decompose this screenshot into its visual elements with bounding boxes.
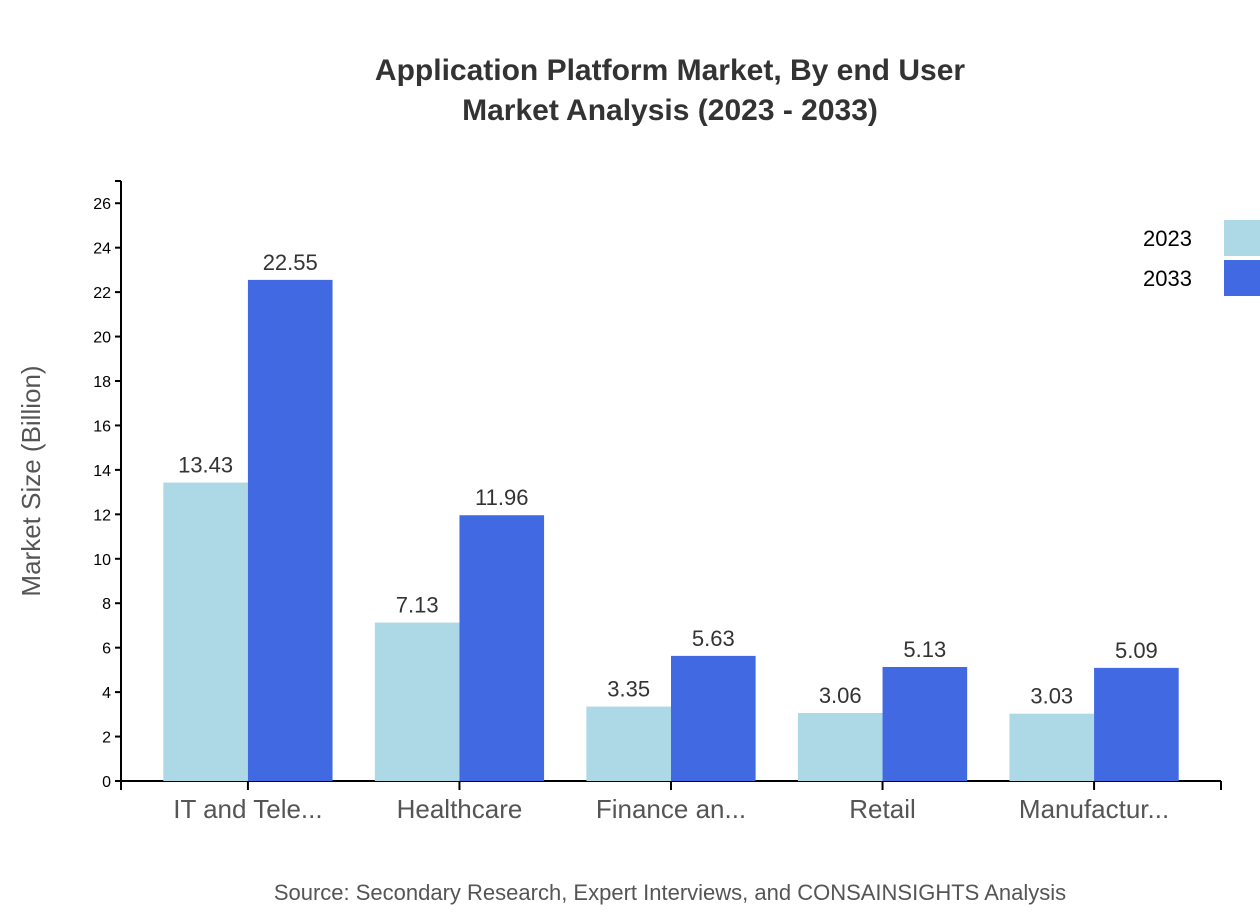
bar-value-label: 5.13 [903,637,946,662]
bar-2033-0 [247,279,333,781]
bar-value-label: 11.96 [475,485,528,510]
bar-2033-1 [459,515,545,781]
bar-2023-1 [374,622,460,781]
bar-value-label: 7.13 [396,593,439,618]
legend: 2023 2033 [1143,220,1260,296]
y-tick-label: 20 [93,330,111,347]
legend-item: 2033 [1143,260,1260,296]
bar-2023-0 [163,482,248,781]
y-tick: 10 [93,552,121,569]
legend-label: 2033 [1143,266,1192,291]
y-tick: 24 [93,241,121,258]
y-tick-label: 10 [93,552,111,569]
y-tick-label: 18 [93,374,111,391]
y-tick-label: 12 [93,507,111,524]
x-tick-label: Manufactur... [1019,794,1169,824]
y-tick-label: 26 [93,196,111,213]
y-tick-label: 0 [102,774,111,791]
chart-subtitle: Market Analysis (2023 - 2033) [462,94,878,127]
x-tick-label: Finance an... [596,794,746,824]
bar-value-label: 5.09 [1115,638,1158,663]
y-tick: 4 [102,685,121,702]
y-tick: 0 [102,774,121,791]
bar-2023-4 [1009,713,1095,781]
x-tick-label: Retail [849,794,915,824]
y-tick: 2 [102,730,121,747]
bar-2023-2 [586,706,671,781]
bar-value-label: 22.55 [263,250,318,275]
bar-value-label: 13.43 [178,453,233,478]
x-tick-label: IT and Tele... [173,794,322,824]
bar-2033-4 [1094,667,1179,781]
y-tick-label: 8 [102,596,111,613]
legend-item: 2023 [1143,220,1260,256]
y-tick: 20 [93,330,121,347]
legend-swatch [1224,260,1260,296]
source-note: Source: Secondary Research, Expert Inter… [274,880,1066,905]
bar-value-label: 3.35 [607,677,650,702]
bar-2033-2 [671,655,756,781]
y-tick: 12 [93,507,121,524]
y-tick: 26 [93,196,121,213]
y-tick: 6 [102,641,121,658]
y-tick: 18 [93,374,121,391]
y-tick: 8 [102,596,121,613]
x-axis: IT and Tele... Healthcare Finance an... Ret… [120,780,1222,824]
bar-value-label: 3.03 [1030,684,1073,709]
y-tick-label: 6 [102,641,111,658]
bars: 13.43 7.13 3.35 3.06 3.03 22.55 11.96 5.63 5.13 5… [163,250,1179,781]
y-axis-label: Market Size (Billion) [16,365,46,596]
y-tick-label: 14 [93,463,111,480]
legend-swatch [1224,220,1260,256]
y-tick-label: 2 [102,730,111,747]
y-tick-label: 22 [93,285,111,302]
y-tick: 22 [93,285,121,302]
x-tick-label: Healthcare [397,794,523,824]
y-tick-label: 16 [93,418,111,435]
chart-title: Application Platform Market, By end User [375,54,965,87]
y-tick-label: 24 [93,241,111,258]
bar-value-label: 5.63 [692,626,735,651]
bar-2033-3 [882,667,968,781]
y-tick-label: 4 [102,685,111,702]
legend-label: 2023 [1143,226,1192,251]
y-tick: 14 [93,463,121,480]
bar-value-label: 3.06 [819,683,862,708]
bar-2023-3 [797,713,883,781]
y-tick: 16 [93,418,121,435]
